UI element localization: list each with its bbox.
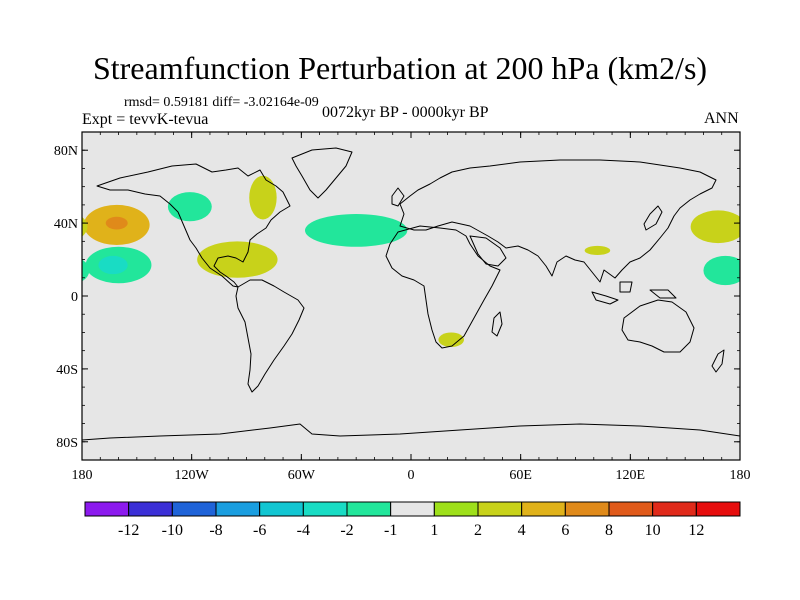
- anomaly-patch-wrap: [82, 216, 88, 237]
- colorbar-box: [128, 501, 173, 517]
- axis-ticks: 180 120W 60W 0 60E 120E 180 80N 40N 0 40S 80S: [54, 132, 751, 483]
- anomaly-patch: [690, 210, 740, 244]
- y-tick-label: 40S: [56, 363, 78, 378]
- colorbar-label: -1: [384, 522, 397, 539]
- colorbar-label: -10: [162, 522, 183, 539]
- colorbar: -12 -10 -8 -6 -4 -2 -1 1 2 4 6 8 10 12: [84, 501, 741, 539]
- colorbar-box: [564, 501, 610, 517]
- coast-africa: [385, 225, 501, 349]
- y-tick-label: 80S: [56, 436, 78, 451]
- season-label: ANN: [704, 110, 739, 127]
- x-tick-label: 120E: [616, 468, 646, 483]
- colorbar-label: 10: [645, 522, 661, 539]
- anomaly-patch: [304, 214, 408, 247]
- colorbar-label: -12: [118, 522, 139, 539]
- chart-title: Streamfunction Perturbation at 200 hPa (…: [92, 50, 708, 86]
- coast-new-zealand: [711, 349, 725, 373]
- colorbar-label: 12: [688, 522, 704, 539]
- colorbar-label: 4: [518, 522, 526, 539]
- colorbar-box: [302, 501, 348, 517]
- colorbar-box: [84, 501, 130, 517]
- colorbar-box: [259, 501, 304, 517]
- anomaly-patch: [167, 192, 212, 222]
- coast-antarctica: [82, 423, 740, 441]
- anomaly-patch: [438, 332, 465, 348]
- colorbar-label: 1: [430, 522, 438, 539]
- colorbar-box: [346, 501, 392, 517]
- colorbar-box: [171, 501, 217, 517]
- colorbar-box: [608, 501, 654, 517]
- coast-madagascar: [491, 311, 503, 337]
- experiment-label: Expt = tevvK-tevua: [82, 111, 209, 128]
- anomaly-patch: [98, 255, 128, 275]
- coast-japan: [643, 205, 663, 231]
- x-tick-label: 120W: [175, 468, 210, 483]
- x-tick-label: 180: [72, 468, 93, 483]
- coast-arabia: [469, 235, 507, 267]
- colorbar-box: [652, 501, 697, 517]
- colorbar-label: -2: [340, 522, 353, 539]
- anomaly-patch: [584, 245, 611, 255]
- y-tick-label: 0: [71, 290, 78, 305]
- anomaly-patch: [703, 255, 740, 286]
- colorbar-box: [477, 501, 523, 517]
- colorbar-label: -6: [253, 522, 266, 539]
- colorbar-box: [521, 501, 566, 517]
- coast-north-america: [96, 163, 291, 288]
- colorbar-box: [390, 501, 435, 517]
- colorbar-label: 8: [605, 522, 613, 539]
- coast-british-isles: [391, 187, 405, 207]
- coast-indonesia: [591, 281, 677, 305]
- coastlines: [82, 147, 740, 441]
- x-tick-label: 60E: [509, 468, 532, 483]
- colorbar-label: -4: [297, 522, 310, 539]
- colorbar-box: [433, 501, 479, 517]
- x-tick-label: 0: [408, 468, 415, 483]
- anomaly-patch: [105, 216, 128, 230]
- map-background: [82, 132, 740, 460]
- coast-australia: [621, 299, 695, 353]
- period-label: 0072kyr BP - 0000kyr BP: [322, 104, 489, 121]
- coast-eurasia: [399, 159, 717, 283]
- x-tick-label: 180: [730, 468, 751, 483]
- anomaly-patch: [197, 241, 278, 278]
- colorbar-label: -8: [209, 522, 222, 539]
- stats-text: rmsd= 0.59181 diff= -3.02164e-09: [124, 95, 319, 110]
- x-tick-label: 60W: [288, 468, 316, 483]
- y-tick-label: 40N: [54, 217, 78, 232]
- coast-south-america: [235, 279, 305, 393]
- y-tick-label: 80N: [54, 144, 78, 159]
- anomaly-patch: [249, 175, 277, 220]
- anomaly-patch-wrap: [82, 259, 90, 282]
- colorbar-box: [695, 501, 741, 517]
- colorbar-label: 6: [561, 522, 569, 539]
- coast-greenland: [291, 147, 353, 199]
- colorbar-box: [215, 501, 261, 517]
- colorbar-label: 2: [474, 522, 482, 539]
